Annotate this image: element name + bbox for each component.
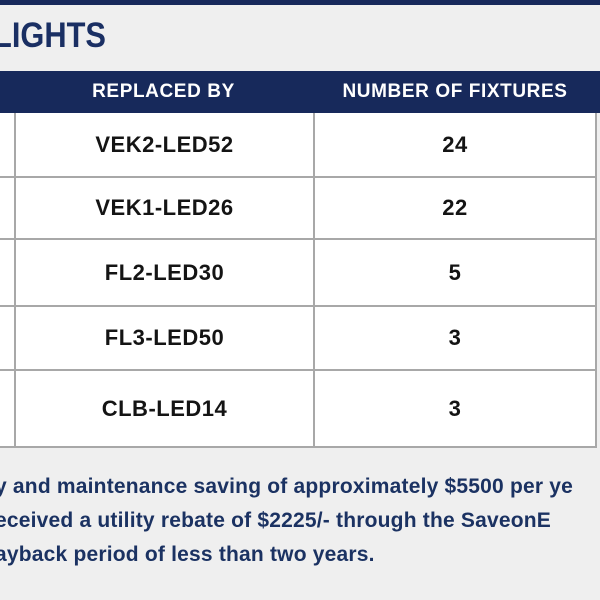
clipped-first-column-cell	[0, 113, 16, 176]
replaced-by-cell: VEK2-LED52	[16, 113, 315, 176]
column-header-number-of-fixtures: NUMBER OF FIXTURES	[342, 81, 568, 102]
clipped-first-column-cell	[0, 178, 16, 238]
fixtures-count-cell: 22	[442, 195, 468, 220]
clipped-first-column-cell	[0, 371, 16, 446]
replaced-by-cell: FL3-LED50	[16, 307, 315, 369]
table-row: FL3-LED50 3	[0, 307, 595, 371]
top-accent-bar	[0, 0, 600, 5]
fixtures-count-cell: 24	[442, 131, 468, 157]
table-row: FL2-LED30 5	[0, 240, 595, 307]
fixtures-count-cell: 5	[448, 259, 462, 285]
clipped-first-column-cell	[0, 307, 16, 369]
summary-line: ayback period of less than two years.	[0, 543, 375, 566]
replaced-by-cell: FL2-LED30	[16, 240, 315, 305]
table-row: VEK2-LED52 24	[0, 113, 595, 178]
table-row: VEK1-LED26 22	[0, 178, 595, 240]
fixtures-count-cell: 3	[448, 395, 462, 421]
clipped-first-column-cell	[0, 240, 16, 305]
summary-line: y and maintenance saving of approximatel…	[0, 475, 574, 498]
savings-summary-text: y and maintenance saving of approximatel…	[0, 470, 600, 572]
page-title: LIGHTS	[0, 16, 106, 55]
summary-line: eceived a utility rebate of $2225/- thro…	[0, 509, 551, 532]
table-header-row: REPLACED BY NUMBER OF FIXTURES	[0, 71, 600, 113]
column-header-replaced-by: REPLACED BY	[92, 81, 235, 102]
replaced-by-cell: VEK1-LED26	[16, 178, 315, 238]
replaced-by-cell: CLB-LED14	[16, 371, 315, 446]
fixtures-count-cell: 3	[448, 325, 462, 350]
fixtures-table-body: VEK2-LED52 24 VEK1-LED26 22 FL2-LED30 5 …	[0, 113, 597, 448]
table-row: CLB-LED14 3	[0, 371, 595, 448]
